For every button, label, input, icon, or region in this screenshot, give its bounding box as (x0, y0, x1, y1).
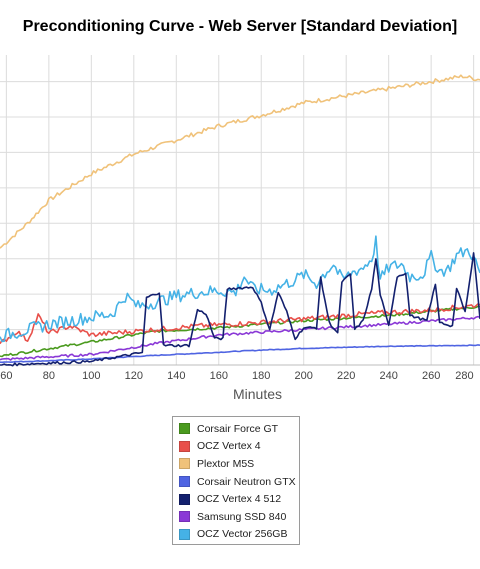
legend-label: Corsair Neutron GTX (197, 475, 296, 488)
legend-label: Corsair Force GT (197, 422, 279, 435)
x-tick-label: 160 (210, 370, 228, 382)
legend-swatch (179, 528, 190, 540)
series-line-ocz-vector-256gb (0, 235, 480, 343)
x-axis-ticks: 60 80 100 120 140 160 180 200 220 240 260 280 (0, 370, 473, 382)
series-lines (0, 74, 480, 367)
series-line-samsung-ssd-840 (0, 315, 480, 361)
legend-label: Samsung SSD 840 (197, 510, 287, 523)
x-tick-label: 120 (125, 370, 143, 382)
series-line-plextor-m5s (0, 74, 480, 249)
legend-swatch (179, 458, 190, 470)
legend-label: OCZ Vertex 4 512 (197, 493, 282, 506)
legend-swatch (179, 423, 190, 435)
gridlines (0, 55, 480, 366)
series-line-corsair-neutron-gtx (0, 344, 480, 364)
x-tick-label: 240 (379, 370, 397, 382)
legend-item: Corsair Force GT (179, 420, 299, 438)
legend-label: OCZ Vector 256GB (197, 528, 288, 541)
legend-item: OCZ Vertex 4 512 (179, 490, 299, 508)
x-tick-label: 140 (167, 370, 185, 382)
legend-label: Plextor M5S (197, 457, 255, 470)
legend-swatch (179, 511, 190, 523)
x-tick-label: 180 (252, 370, 270, 382)
series-line-corsair-force-gt (0, 305, 480, 358)
legend-item: OCZ Vector 256GB (179, 526, 299, 544)
series-line-ocz-vertex-4 (0, 303, 480, 345)
legend-item: Plextor M5S (179, 455, 299, 473)
x-tick-label: 100 (82, 370, 100, 382)
x-axis-label: Minutes (233, 386, 283, 402)
x-tick-label: 220 (337, 370, 355, 382)
x-tick-label: 60 (0, 370, 12, 382)
series-line-ocz-vertex-4-512 (0, 252, 480, 367)
x-tick-label: 280 (455, 370, 473, 382)
x-tick-label: 260 (422, 370, 440, 382)
legend-item: Samsung SSD 840 (179, 508, 299, 526)
x-tick-label: 80 (43, 370, 55, 382)
legend-label: OCZ Vertex 4 (197, 440, 261, 453)
legend: Corsair Force GT OCZ Vertex 4 Plextor M5S C… (172, 416, 300, 545)
x-tick-label: 200 (295, 370, 313, 382)
legend-swatch (179, 476, 190, 488)
legend-swatch (179, 493, 190, 505)
legend-item: OCZ Vertex 4 (179, 438, 299, 456)
legend-item: Corsair Neutron GTX (179, 473, 299, 491)
legend-swatch (179, 440, 190, 452)
chart-title: Preconditioning Curve - Web Server [Stan… (22, 18, 458, 35)
